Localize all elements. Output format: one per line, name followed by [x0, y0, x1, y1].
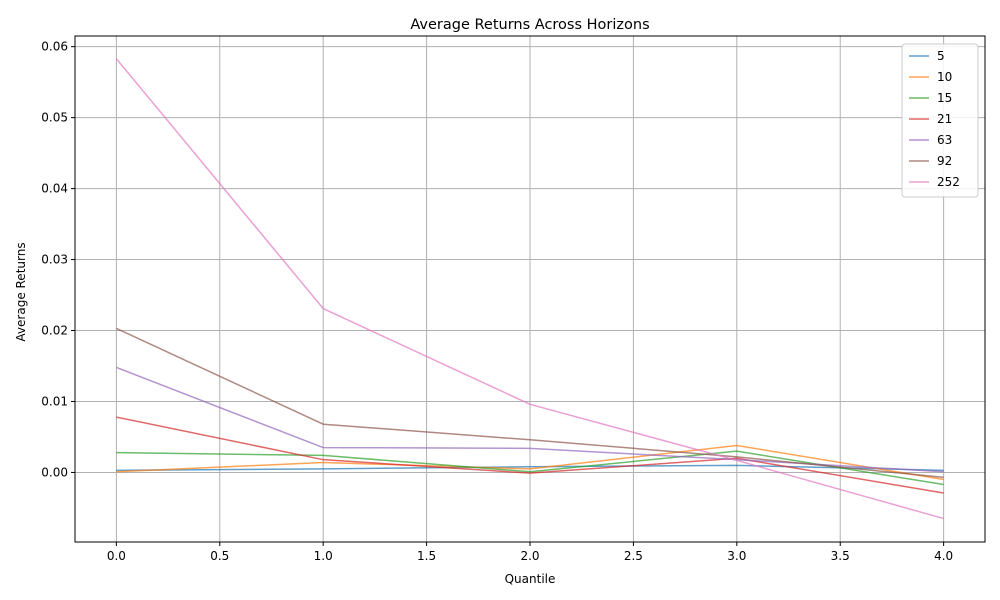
legend-label-252: 252 — [937, 175, 960, 189]
legend-label-63: 63 — [937, 133, 952, 147]
x-tick-label: 2.5 — [624, 549, 643, 563]
legend-label-15: 15 — [937, 91, 952, 105]
legend-label-21: 21 — [937, 112, 952, 126]
x-tick-label: 3.5 — [831, 549, 850, 563]
y-tick-label: 0.06 — [41, 40, 68, 54]
series-line-92 — [116, 327, 944, 479]
x-tick-label: 2.0 — [520, 549, 539, 563]
series-line-21 — [116, 416, 944, 494]
y-tick-label: 0.05 — [41, 111, 68, 125]
y-axis-label: Average Returns — [14, 242, 28, 341]
y-tick-label: 0.01 — [41, 394, 68, 408]
x-tick-label: 3.0 — [727, 549, 746, 563]
series-line-252 — [115, 58, 944, 520]
y-tick-label: 0.02 — [41, 324, 68, 338]
legend-box — [901, 43, 979, 198]
series-line-5 — [116, 464, 944, 472]
y-tick-label: 0.00 — [41, 465, 68, 479]
x-tick-label: 1.5 — [417, 549, 436, 563]
series-line-15 — [116, 450, 944, 486]
legend: 5 10 15 21 63 92 252 — [901, 43, 979, 198]
grid — [75, 36, 985, 542]
chart-title: Average Returns Across Horizons — [410, 17, 649, 33]
y-tick-label: 0.03 — [41, 253, 68, 267]
x-axis-label: Quantile — [505, 572, 556, 586]
legend-label-5: 5 — [937, 49, 945, 63]
x-tick-label: 4.0 — [934, 549, 953, 563]
x-tick-label: 0.5 — [210, 549, 229, 563]
series-lines — [115, 58, 944, 520]
legend-label-10: 10 — [937, 70, 952, 84]
x-tick-label: 0.0 — [107, 549, 126, 563]
axis-ticks: 0.0 0.5 1.0 1.5 2.0 2.5 3.0 3.5 4.0 0.00 0.01 0.02 0… — [41, 40, 953, 563]
x-tick-label: 1.0 — [314, 549, 333, 563]
y-tick-label: 0.04 — [41, 182, 68, 196]
legend-label-92: 92 — [937, 154, 952, 168]
series-line-10 — [116, 444, 944, 481]
